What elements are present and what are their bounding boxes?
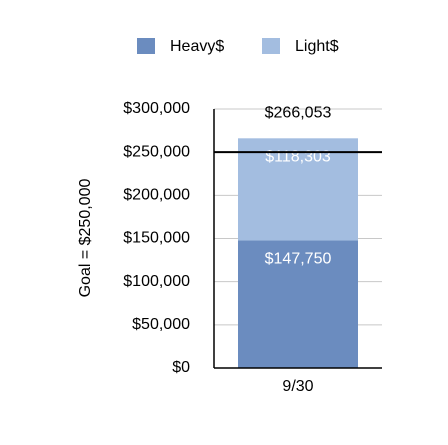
- y-tick-label: $300,000: [123, 100, 190, 117]
- y-tick-label: $250,000: [123, 143, 190, 160]
- bar-segment: [238, 138, 358, 241]
- value-label: $147,750: [265, 251, 332, 268]
- y-axis-label: Goal = $250,000: [77, 179, 94, 298]
- y-tick-label: $100,000: [123, 273, 190, 290]
- y-tick-label: $0: [172, 359, 190, 376]
- y-tick-label: $200,000: [123, 187, 190, 204]
- total-label: $266,053: [265, 105, 332, 122]
- bar-segment: [238, 240, 358, 368]
- legend-label: Light$: [295, 38, 339, 55]
- legend-label: Heavy$: [170, 38, 224, 55]
- x-tick-label: 9/30: [282, 378, 313, 395]
- legend-swatch: [137, 38, 155, 54]
- y-tick-label: $50,000: [132, 316, 190, 333]
- y-tick-label: $150,000: [123, 230, 190, 247]
- legend-swatch: [262, 38, 280, 54]
- value-label: $118,303: [265, 149, 331, 166]
